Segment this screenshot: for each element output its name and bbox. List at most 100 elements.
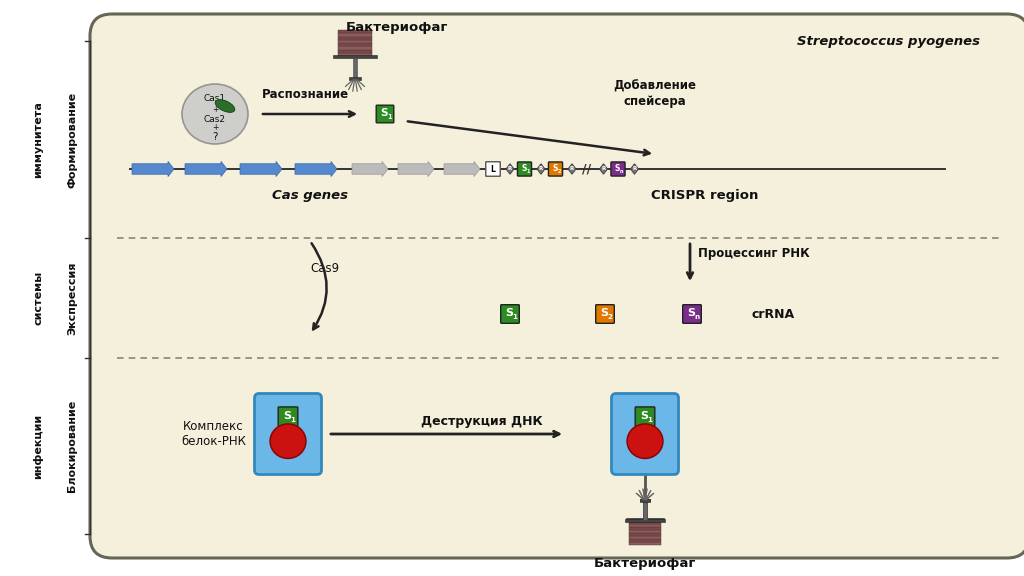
FancyBboxPatch shape (501, 305, 519, 323)
Bar (631, 527, 659, 530)
Bar (630, 542, 660, 545)
FancyArrow shape (240, 161, 282, 177)
Text: S: S (687, 308, 695, 319)
Bar (630, 530, 660, 533)
Text: Блокирование: Блокирование (67, 400, 77, 492)
Text: Cas genes: Cas genes (272, 190, 348, 203)
Ellipse shape (627, 424, 663, 458)
Bar (631, 538, 659, 541)
Polygon shape (631, 164, 639, 174)
Text: инфекции: инфекции (33, 414, 43, 479)
Bar (643, 502, 647, 520)
Text: 1: 1 (512, 314, 517, 320)
Text: Cas9: Cas9 (310, 262, 340, 275)
Bar (333, 55, 377, 58)
Text: CRISPR region: CRISPR region (651, 190, 759, 203)
Ellipse shape (215, 100, 234, 112)
Polygon shape (568, 164, 575, 174)
Bar (352, 58, 357, 77)
FancyBboxPatch shape (517, 162, 531, 176)
Text: 1: 1 (291, 417, 296, 423)
Text: иммунитета: иммунитета (33, 101, 43, 178)
Text: S: S (505, 308, 513, 319)
Text: ?: ? (212, 132, 218, 142)
FancyBboxPatch shape (549, 162, 562, 176)
Bar (631, 533, 659, 536)
FancyBboxPatch shape (376, 105, 394, 123)
Bar (631, 530, 659, 533)
Bar (630, 524, 660, 527)
Text: 1: 1 (647, 417, 652, 423)
Text: R: R (570, 166, 574, 172)
Text: //: // (582, 162, 591, 176)
Text: +: + (212, 104, 218, 113)
FancyArrow shape (185, 161, 227, 177)
Polygon shape (506, 164, 514, 174)
FancyArrow shape (398, 161, 434, 177)
Text: R: R (633, 166, 637, 172)
Bar (338, 50, 372, 53)
Bar (631, 536, 659, 538)
Bar (338, 33, 372, 36)
Bar (630, 533, 660, 536)
Text: Cas1: Cas1 (204, 94, 226, 104)
Bar (625, 520, 666, 522)
FancyBboxPatch shape (90, 14, 1024, 558)
Bar (630, 536, 660, 539)
FancyBboxPatch shape (485, 162, 501, 176)
Bar (630, 521, 660, 524)
FancyBboxPatch shape (611, 393, 679, 475)
Text: Распознание: Распознание (261, 88, 348, 100)
Text: L: L (490, 165, 496, 173)
Polygon shape (537, 164, 545, 174)
FancyBboxPatch shape (255, 393, 322, 475)
FancyArrow shape (295, 161, 337, 177)
Bar (338, 46, 372, 50)
Text: 2: 2 (557, 169, 561, 174)
Text: +: + (212, 123, 218, 132)
Text: S: S (640, 411, 648, 421)
FancyBboxPatch shape (611, 162, 625, 176)
Bar (338, 30, 372, 33)
Bar (627, 518, 664, 520)
Text: Добавление
спейсера: Добавление спейсера (613, 80, 696, 108)
Text: crRNA: crRNA (752, 308, 795, 320)
Text: 1: 1 (387, 114, 392, 120)
Bar (643, 501, 647, 518)
Text: системы: системы (33, 271, 43, 325)
Text: Формирование: Формирование (67, 92, 77, 188)
Ellipse shape (182, 84, 248, 144)
FancyArrow shape (132, 161, 174, 177)
FancyArrow shape (444, 161, 480, 177)
Bar (640, 499, 650, 502)
Text: 2: 2 (607, 314, 612, 320)
Bar (630, 539, 660, 542)
Bar (631, 525, 659, 527)
Text: S: S (283, 411, 291, 421)
Bar (631, 519, 659, 522)
Bar (630, 527, 660, 530)
Bar (338, 53, 372, 56)
FancyBboxPatch shape (635, 407, 654, 426)
Bar (631, 522, 659, 525)
Bar (338, 40, 372, 43)
Text: Комплекс
белок-РНК: Комплекс белок-РНК (181, 420, 246, 448)
FancyBboxPatch shape (596, 305, 614, 323)
Text: Экспрессия: Экспрессия (67, 262, 77, 335)
FancyArrow shape (352, 161, 388, 177)
Text: n: n (620, 169, 624, 174)
Text: R: R (539, 166, 543, 172)
FancyBboxPatch shape (683, 305, 701, 323)
Text: Процессинг РНК: Процессинг РНК (698, 248, 810, 260)
Text: S: S (600, 308, 608, 319)
Bar (640, 499, 650, 501)
Text: R: R (508, 166, 512, 172)
Text: Бактериофаг: Бактериофаг (346, 21, 449, 35)
Text: Бактериофаг: Бактериофаг (594, 556, 696, 570)
Ellipse shape (270, 424, 306, 458)
Text: S: S (614, 164, 621, 173)
Bar (338, 43, 372, 46)
Polygon shape (599, 164, 607, 174)
Text: S: S (521, 164, 526, 173)
Text: 1: 1 (526, 169, 529, 174)
